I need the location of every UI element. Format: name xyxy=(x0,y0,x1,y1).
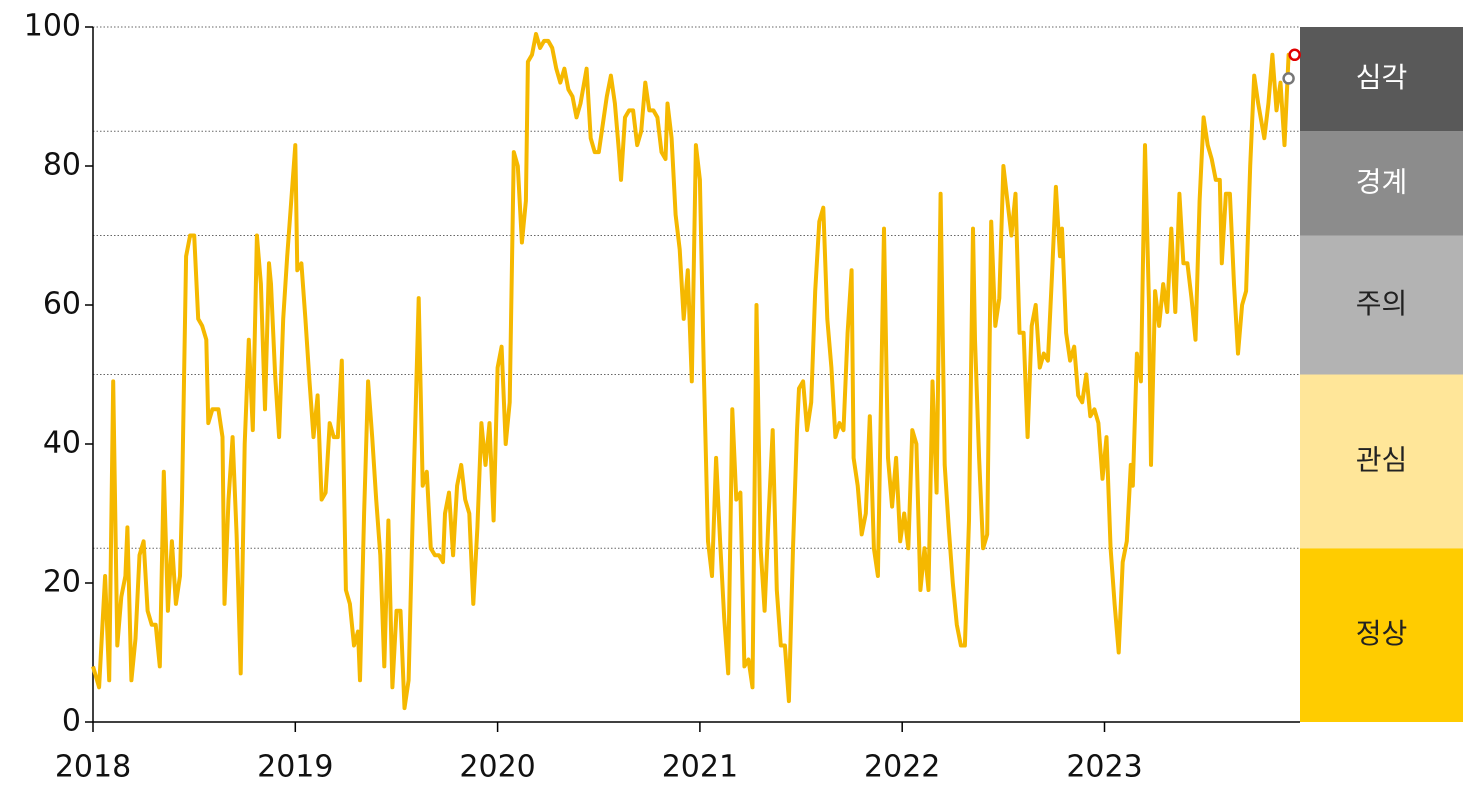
x-tick-label: 2021 xyxy=(662,750,738,785)
zone-label: 주의 xyxy=(1356,287,1408,320)
x-tick-label: 2018 xyxy=(55,750,131,785)
zone-band xyxy=(1300,374,1463,549)
zone-label: 경계 xyxy=(1356,165,1408,198)
x-tick-label: 2023 xyxy=(1066,750,1142,785)
y-tick-label: 20 xyxy=(43,565,81,600)
highlight-point xyxy=(1288,48,1301,62)
zone-label: 심각 xyxy=(1356,61,1408,94)
y-tick-label: 80 xyxy=(43,148,81,183)
zone-band xyxy=(1300,27,1463,132)
y-tick-label: 40 xyxy=(43,426,81,461)
x-tick-label: 2022 xyxy=(864,750,940,785)
zone-label: 관심 xyxy=(1356,443,1408,476)
y-tick-label: 0 xyxy=(62,704,81,739)
highlight-point xyxy=(1282,72,1295,85)
zone-band xyxy=(1300,548,1463,722)
data-line xyxy=(91,32,1295,711)
y-tick-label: 100 xyxy=(24,9,81,44)
y-tick-label: 60 xyxy=(43,287,81,322)
x-tick-label: 2020 xyxy=(459,750,535,785)
zone-label: 정상 xyxy=(1356,617,1408,650)
x-tick-label: 2019 xyxy=(257,750,333,785)
zone-band xyxy=(1300,131,1463,236)
zone-band xyxy=(1300,235,1463,375)
